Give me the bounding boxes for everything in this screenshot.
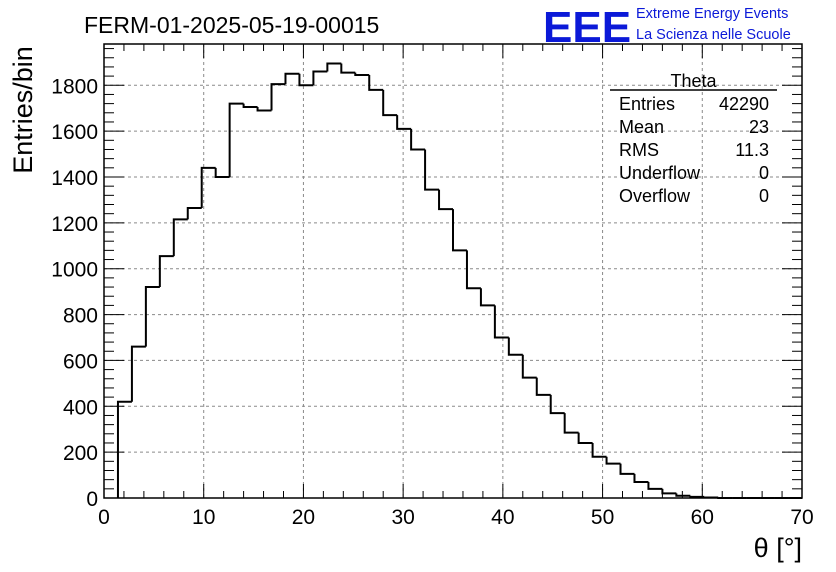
histogram-bin xyxy=(312,70,328,86)
histogram-bin xyxy=(438,189,453,211)
chart-title: FERM-01-2025-05-19-00015 xyxy=(84,12,379,38)
histogram-bin xyxy=(256,107,272,112)
histogram-bin xyxy=(493,305,509,339)
histogram-bin xyxy=(396,115,412,130)
x-tick-label: 20 xyxy=(292,506,315,529)
x-tick-label: 40 xyxy=(491,506,514,529)
y-tick-label: 400 xyxy=(63,396,98,419)
histogram-bin xyxy=(507,337,523,356)
y-tick-label: 0 xyxy=(86,488,98,511)
plot-frame xyxy=(103,43,803,499)
histogram-bin xyxy=(158,255,174,288)
histogram-bin xyxy=(661,488,677,495)
x-tick-label: 50 xyxy=(591,506,614,529)
y-tick-label: 1800 xyxy=(51,75,98,98)
x-tick-label: 30 xyxy=(391,506,414,529)
histogram-bin xyxy=(116,400,132,498)
histogram-series xyxy=(116,62,802,499)
histogram-bin xyxy=(186,206,202,220)
y-tick-label: 1200 xyxy=(51,213,98,236)
histogram-bin xyxy=(284,72,300,85)
histogram-bin xyxy=(549,394,565,415)
y-axis-title: Entries/bin xyxy=(8,46,38,174)
histogram-bin xyxy=(647,481,663,490)
histogram-bin xyxy=(326,62,342,72)
y-tick-label: 1400 xyxy=(51,167,98,190)
x-tick-label: 70 xyxy=(790,506,813,529)
histogram-bin xyxy=(479,288,495,307)
x-tick-label: 0 xyxy=(98,506,110,529)
logo-line-1: Extreme Energy Events xyxy=(636,6,788,22)
stats-value: 42290 xyxy=(719,94,769,114)
stats-box: Theta Entries 42290 Mean 23 RMS 11.3 Underflow 0… xyxy=(610,71,777,206)
histogram-bin xyxy=(424,149,440,191)
histogram-bin xyxy=(382,89,398,117)
stats-label: Entries xyxy=(619,94,675,114)
stats-label: Mean xyxy=(619,117,664,137)
histogram-bin xyxy=(214,167,230,178)
histogram-bin xyxy=(410,128,426,151)
stats-value: 0 xyxy=(759,186,769,206)
histogram-bin xyxy=(535,377,551,396)
plot-border xyxy=(103,43,803,499)
y-tick-label: 1600 xyxy=(51,121,98,144)
histogram-bin xyxy=(675,493,691,497)
stats-label: Overflow xyxy=(619,186,691,206)
histogram-bin xyxy=(563,413,579,434)
y-tick-label: 1000 xyxy=(51,259,98,282)
y-tick-label: 600 xyxy=(63,350,98,373)
x-axis-title: θ [°] xyxy=(754,533,802,563)
stats-value: 23 xyxy=(749,117,769,137)
histogram-bin xyxy=(689,495,705,498)
stats-label: Underflow xyxy=(619,163,701,183)
histogram-bin xyxy=(354,72,370,76)
histogram-bin xyxy=(521,354,537,379)
histogram-bin xyxy=(144,286,160,347)
histogram-bin xyxy=(228,102,244,177)
grid xyxy=(104,44,802,498)
histogram-bin xyxy=(577,432,593,444)
histogram-bin xyxy=(605,456,621,465)
x-tick-label: 60 xyxy=(691,506,714,529)
histogram-bin xyxy=(298,73,314,87)
histogram-bin xyxy=(270,83,286,111)
histogram-bin xyxy=(172,218,188,257)
logo-line-2: La Scienza nelle Scuole xyxy=(636,27,791,43)
axis-ticks: 0 10 20 30 40 50 60 70 0 200 400 600 800 1000 1200 1400… xyxy=(51,44,814,529)
histogram-bin xyxy=(340,63,356,74)
y-tick-label: 200 xyxy=(63,442,98,465)
stats-value: 0 xyxy=(759,163,769,183)
x-tick-label: 10 xyxy=(192,506,215,529)
histogram-bin xyxy=(368,74,384,91)
histogram-bin xyxy=(465,250,481,290)
stats-title: Theta xyxy=(670,71,717,91)
histogram-bin xyxy=(619,463,635,475)
stats-label: RMS xyxy=(619,140,659,160)
histogram-bin xyxy=(130,345,146,402)
eee-logo: EEE Extreme Energy Events La Scienza nel… xyxy=(543,3,791,52)
histogram-bin xyxy=(591,442,607,458)
histogram-bin xyxy=(633,473,649,483)
histogram-bin xyxy=(242,103,258,109)
y-tick-label: 800 xyxy=(63,305,98,328)
histogram-bin xyxy=(452,209,467,252)
stats-value: 11.3 xyxy=(735,140,769,160)
histogram-bin xyxy=(200,166,216,208)
